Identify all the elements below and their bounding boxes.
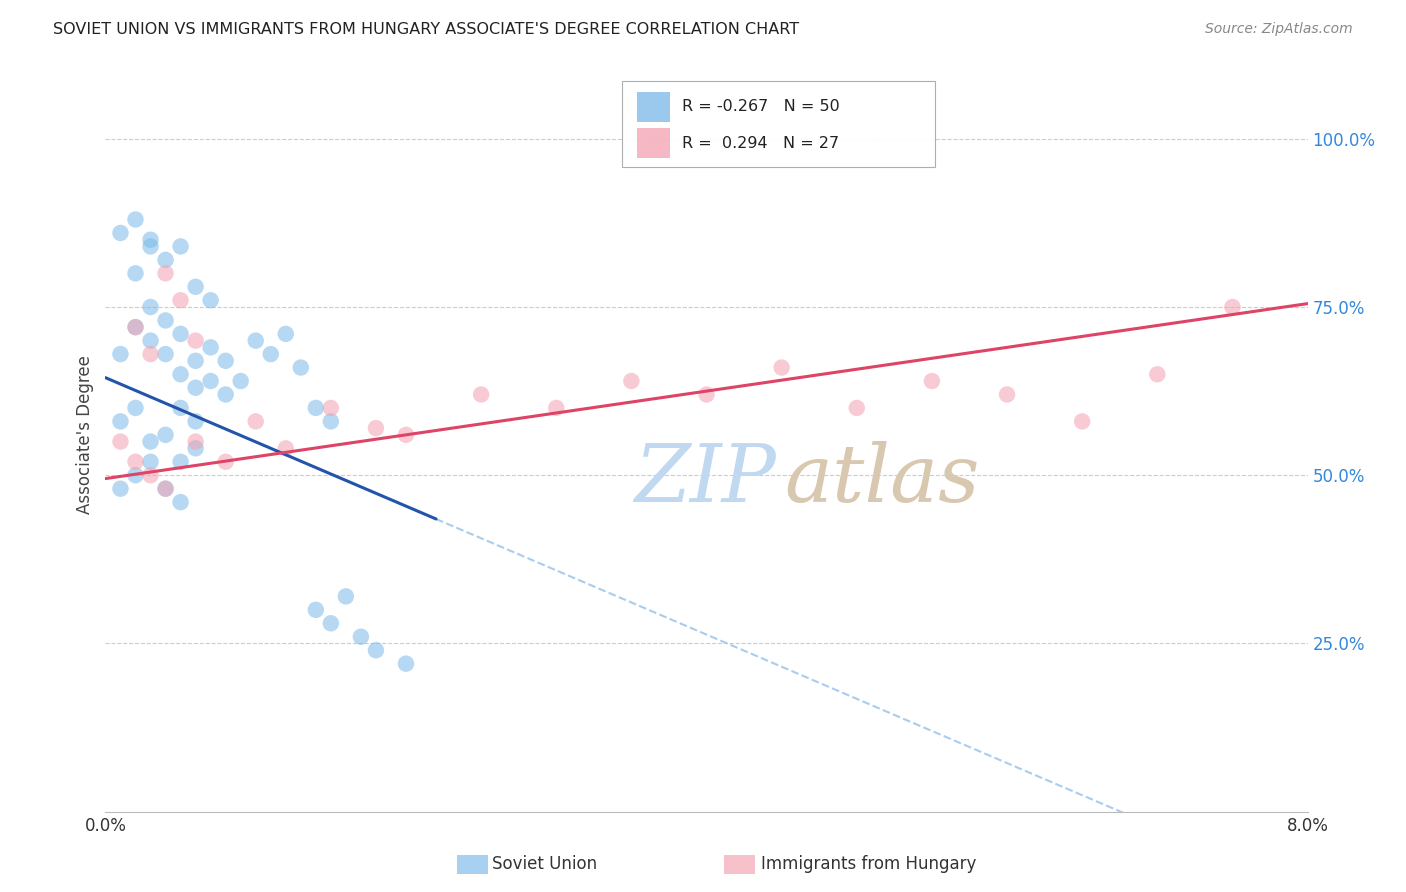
Bar (637, 128, 671, 158)
Point (184, 381, 207, 395)
Point (184, 414, 207, 428)
Point (169, 326, 191, 341)
Point (274, 326, 297, 341)
Point (169, 368, 191, 382)
Point (319, 414, 342, 428)
Point (110, 414, 132, 428)
Point (1146, 368, 1168, 382)
Y-axis label: Associate's Degree: Associate's Degree (76, 355, 94, 515)
Point (184, 280, 207, 294)
Point (155, 266, 177, 280)
Point (200, 374, 222, 388)
Point (245, 414, 267, 428)
Point (155, 252, 177, 267)
Point (169, 293, 191, 308)
Point (124, 266, 146, 280)
Point (364, 643, 387, 657)
Point (319, 401, 342, 415)
Point (184, 354, 207, 368)
Point (139, 347, 162, 361)
Point (364, 421, 387, 435)
Point (921, 374, 943, 388)
Point (124, 468, 146, 483)
Point (214, 354, 236, 368)
Point (124, 401, 146, 415)
Text: Immigrants from Hungary: Immigrants from Hungary (761, 855, 976, 873)
Point (110, 226, 132, 240)
Point (110, 347, 132, 361)
Point (319, 616, 342, 631)
Point (169, 401, 191, 415)
Point (845, 401, 868, 415)
Point (245, 334, 267, 348)
Point (214, 387, 236, 401)
Point (139, 239, 162, 253)
Point (260, 347, 283, 361)
Point (124, 455, 146, 469)
Point (169, 495, 191, 509)
Text: Source: ZipAtlas.com: Source: ZipAtlas.com (1205, 22, 1353, 37)
Point (139, 300, 162, 314)
Point (139, 468, 162, 483)
Point (696, 387, 718, 401)
Text: atlas: atlas (785, 442, 980, 519)
Point (229, 374, 252, 388)
Point (184, 442, 207, 456)
Point (139, 455, 162, 469)
Text: R = -0.267   N = 50: R = -0.267 N = 50 (682, 99, 841, 114)
Point (470, 387, 492, 401)
FancyBboxPatch shape (623, 80, 935, 168)
Point (290, 360, 312, 375)
Text: SOVIET UNION VS IMMIGRANTS FROM HUNGARY ASSOCIATE'S DEGREE CORRELATION CHART: SOVIET UNION VS IMMIGRANTS FROM HUNGARY … (53, 22, 800, 37)
Point (395, 428, 418, 442)
Text: R =  0.294   N = 27: R = 0.294 N = 27 (682, 136, 839, 151)
Point (124, 212, 146, 227)
Point (110, 434, 132, 449)
Point (184, 334, 207, 348)
Point (395, 657, 418, 671)
Point (155, 347, 177, 361)
Point (546, 401, 568, 415)
Point (214, 455, 236, 469)
Bar (637, 92, 671, 121)
Point (169, 455, 191, 469)
Point (184, 434, 207, 449)
Point (155, 482, 177, 496)
Point (155, 428, 177, 442)
Point (305, 401, 328, 415)
Point (169, 239, 191, 253)
Point (1222, 300, 1244, 314)
Point (124, 320, 146, 334)
Point (155, 313, 177, 327)
Point (274, 442, 297, 456)
Text: ZIP: ZIP (634, 442, 776, 519)
Point (200, 293, 222, 308)
Point (350, 630, 373, 644)
Point (139, 233, 162, 247)
Point (110, 482, 132, 496)
Point (200, 340, 222, 354)
Point (335, 590, 357, 604)
Point (770, 360, 793, 375)
Point (155, 482, 177, 496)
Point (995, 387, 1018, 401)
Text: Soviet Union: Soviet Union (492, 855, 598, 873)
Point (139, 334, 162, 348)
Point (139, 434, 162, 449)
Point (305, 603, 328, 617)
Point (124, 320, 146, 334)
Point (620, 374, 643, 388)
Point (1071, 414, 1094, 428)
